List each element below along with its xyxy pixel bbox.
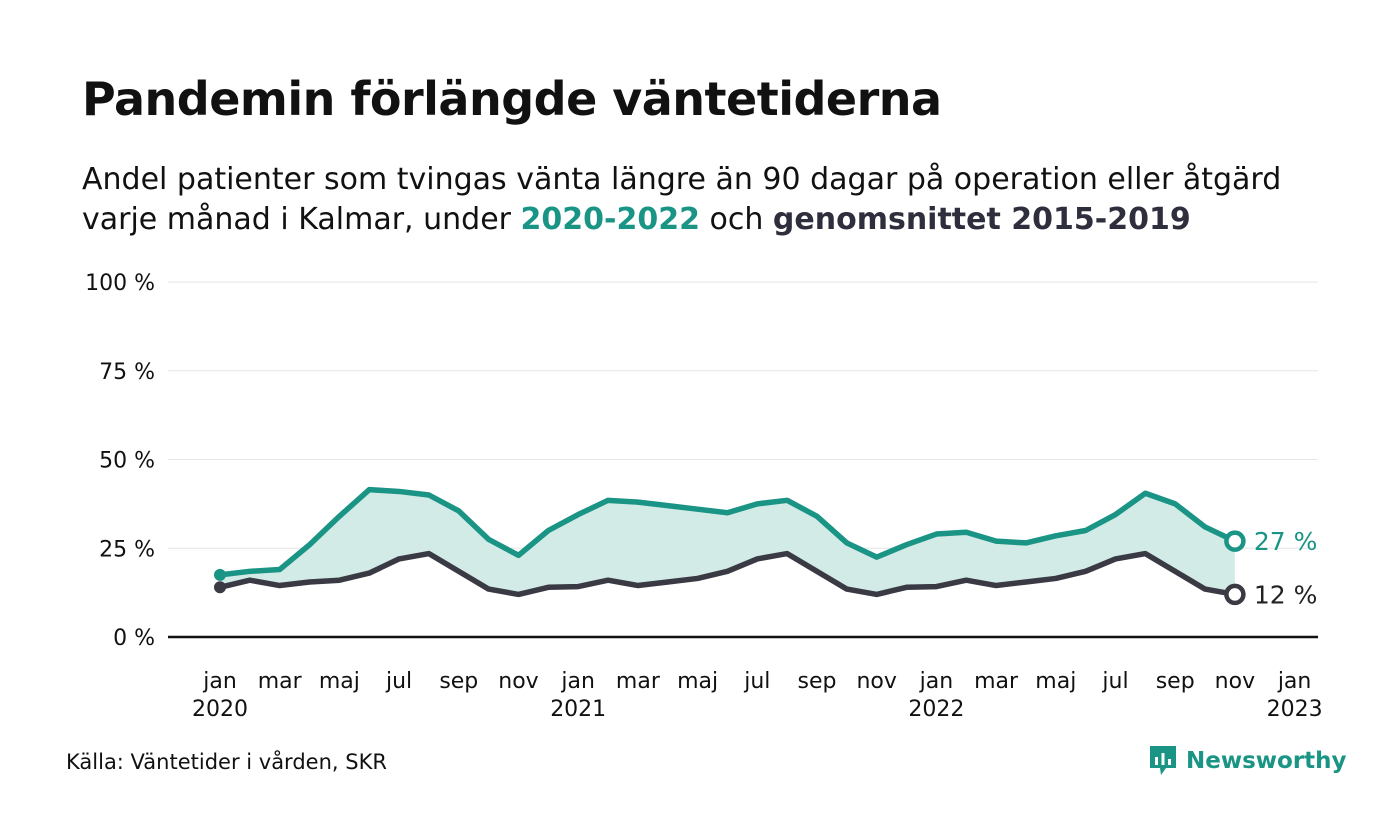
source-note: Källa: Väntetider i vården, SKR xyxy=(66,750,387,774)
x-tick-year-label: 2020 xyxy=(192,697,248,722)
x-tick-label: mar xyxy=(974,669,1019,694)
x-tick-label: sep xyxy=(1156,669,1195,694)
y-tick-label: 50 % xyxy=(99,449,155,474)
y-tick-label: 100 % xyxy=(85,271,155,296)
bar-chart-icon xyxy=(1150,746,1176,775)
chart-subtitle: Andel patienter som tvingas vänta längre… xyxy=(82,160,1342,240)
end-point-period xyxy=(1224,530,1246,552)
end-value-label: 12 % xyxy=(1254,580,1318,609)
subtitle-text-1: Andel patienter som tvingas vänta längre… xyxy=(82,162,1282,197)
y-tick-label: 0 % xyxy=(113,626,155,651)
difference-area xyxy=(220,489,1235,595)
x-tick-year-label: 2023 xyxy=(1267,697,1323,722)
x-tick-label: mar xyxy=(616,669,661,694)
subtitle-text-2: varje månad i Kalmar, under xyxy=(82,202,521,237)
x-tick-label: nov xyxy=(1215,669,1255,694)
newsworthy-logo: Newsworthy xyxy=(1148,744,1347,778)
x-tick-label: maj xyxy=(319,669,360,694)
start-point-average xyxy=(214,581,226,594)
x-tick-year-label: 2021 xyxy=(550,697,606,722)
x-tick-label: maj xyxy=(1035,669,1076,694)
x-tick-label: jul xyxy=(743,669,770,694)
chart-title: Pandemin förlängde väntetiderna xyxy=(82,72,942,126)
x-tick-label: jan xyxy=(202,669,237,694)
subtitle-highlight-average: genomsnittet 2015-2019 xyxy=(772,202,1191,237)
x-tick-year-label: 2022 xyxy=(908,697,964,722)
x-tick-label: maj xyxy=(677,669,718,694)
logo-text: Newsworthy xyxy=(1186,748,1347,774)
x-tick-label: jul xyxy=(1101,669,1128,694)
x-tick-label: mar xyxy=(258,669,303,694)
y-tick-label: 25 % xyxy=(99,537,155,562)
line-average-2015-2019 xyxy=(217,550,1238,598)
x-tick-label: sep xyxy=(798,669,837,694)
x-tick-label: jul xyxy=(385,669,412,694)
x-tick-label: sep xyxy=(439,669,478,694)
x-tick-label: jan xyxy=(1277,669,1312,694)
end-value-label: 27 % xyxy=(1254,527,1318,556)
line-2020-2022 xyxy=(217,486,1238,578)
start-point-period xyxy=(214,568,226,581)
x-tick-label: nov xyxy=(498,669,538,694)
x-tick-label: nov xyxy=(856,669,896,694)
subtitle-highlight-period: 2020-2022 xyxy=(520,202,700,237)
x-tick-label: jan xyxy=(919,669,954,694)
y-tick-label: 75 % xyxy=(99,360,155,385)
end-point-average xyxy=(1224,583,1246,606)
x-tick-label: jan xyxy=(560,669,595,694)
subtitle-text-3: och xyxy=(699,202,773,237)
